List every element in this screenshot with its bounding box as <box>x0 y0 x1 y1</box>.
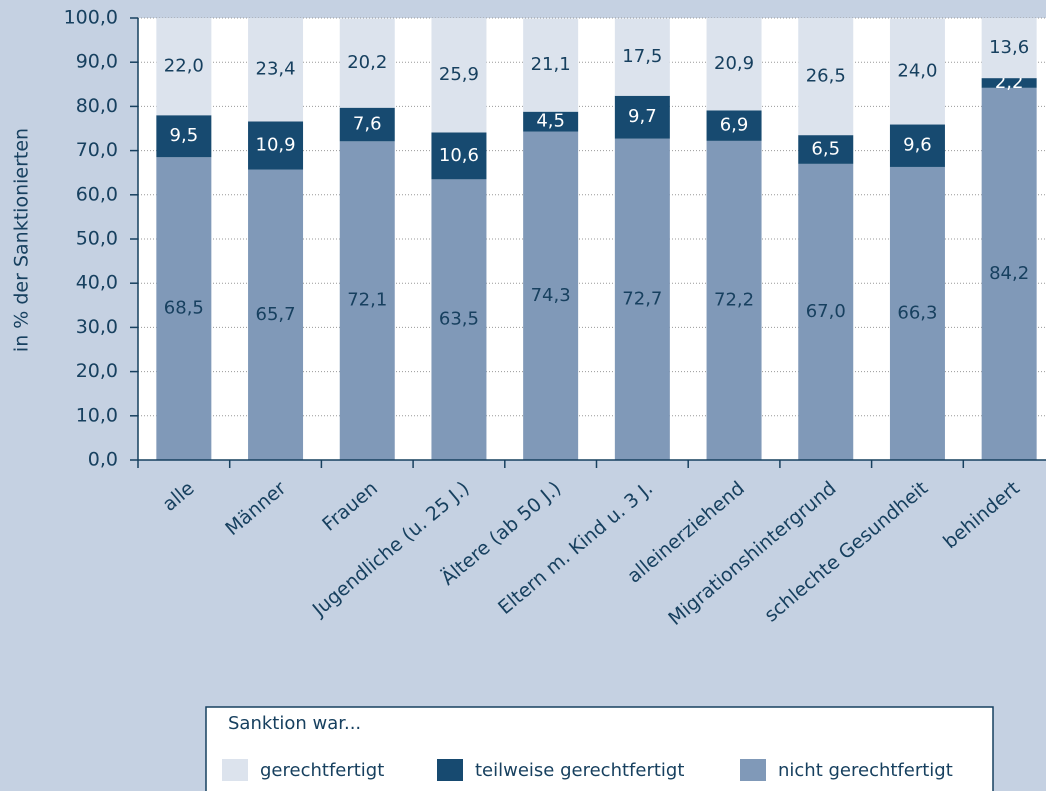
legend-label: gerechtfertigt <box>260 760 384 781</box>
data-label: 23,4 <box>256 59 296 80</box>
bar-segment <box>798 135 854 164</box>
legend-swatch <box>437 759 463 781</box>
bar-segment <box>614 95 670 139</box>
bar-segment <box>431 18 487 133</box>
data-label: 65,7 <box>256 304 296 325</box>
legend-swatch <box>740 759 766 781</box>
legend-label: teilweise gerechtfertigt <box>475 760 684 781</box>
legend-swatch <box>222 759 248 781</box>
data-label: 25,9 <box>439 64 479 85</box>
y-tick-label: 0,0 <box>88 449 118 471</box>
data-label: 4,5 <box>536 111 565 132</box>
y-tick-label: 30,0 <box>76 316 118 338</box>
legend <box>205 706 994 791</box>
data-label: 10,9 <box>256 135 296 156</box>
bar-segment <box>523 18 579 112</box>
y-tick-label: 10,0 <box>76 404 118 426</box>
data-label: 6,9 <box>720 115 749 136</box>
bar-segment <box>339 141 395 460</box>
bar-segment <box>981 18 1037 79</box>
legend-label: nicht gerechtfertigt <box>778 760 953 781</box>
bar-segment <box>431 132 487 180</box>
bar-segment <box>156 157 212 461</box>
y-tick-label: 40,0 <box>76 272 118 294</box>
bar-segment <box>706 140 762 460</box>
data-label: 6,5 <box>811 138 840 159</box>
y-tick-label: 20,0 <box>76 360 118 382</box>
bar-segment <box>614 18 670 96</box>
bar-segment <box>248 169 304 460</box>
bar-segment <box>248 18 304 122</box>
y-tick-label: 80,0 <box>76 95 118 117</box>
bar-segment <box>523 131 579 460</box>
y-tick-label: 70,0 <box>76 139 118 161</box>
data-label: 17,5 <box>622 46 662 67</box>
data-label: 20,9 <box>714 53 754 74</box>
bar-segment <box>339 107 395 142</box>
legend-title: Sanktion war... <box>228 713 361 734</box>
bar-segment <box>981 78 1037 88</box>
bar-segment <box>614 138 670 460</box>
data-label: 72,1 <box>347 290 387 311</box>
data-label: 13,6 <box>989 37 1029 58</box>
data-label: 66,3 <box>897 302 937 323</box>
data-label: 68,5 <box>164 298 204 319</box>
bar-segment <box>339 18 395 108</box>
data-label: 24,0 <box>897 60 937 81</box>
data-label: 84,2 <box>989 263 1029 284</box>
data-label: 7,6 <box>353 114 382 135</box>
bar-segment <box>156 18 212 116</box>
y-tick-label: 100,0 <box>64 7 118 29</box>
bar-segment <box>706 18 762 111</box>
data-label: 72,7 <box>622 288 662 309</box>
bar-segment <box>889 166 945 461</box>
bar-segment <box>248 121 304 170</box>
data-label: 9,6 <box>903 135 932 156</box>
data-label: 20,2 <box>347 52 387 73</box>
data-label: 72,2 <box>714 289 754 310</box>
y-tick-label: 50,0 <box>76 228 118 250</box>
data-label: 22,0 <box>164 56 204 77</box>
data-label: 67,0 <box>806 301 846 322</box>
data-label: 10,6 <box>439 145 479 166</box>
bar-segment <box>798 18 854 136</box>
data-label: 26,5 <box>806 66 846 87</box>
bar-segment <box>798 163 854 461</box>
y-tick-label: 60,0 <box>76 183 118 205</box>
data-label: 63,5 <box>439 309 479 330</box>
y-axis-label: in % der Sanktionierten <box>11 128 33 352</box>
bar-segment <box>156 115 212 158</box>
data-label: 74,3 <box>531 285 571 306</box>
bar-segment <box>523 111 579 132</box>
bar-segment <box>889 18 945 125</box>
bar-segment <box>889 124 945 167</box>
bar-segment <box>706 110 762 141</box>
bar-segment <box>431 179 487 460</box>
data-label: 9,7 <box>628 106 657 127</box>
data-label: 9,5 <box>170 125 199 146</box>
y-tick-label: 90,0 <box>76 51 118 73</box>
data-label: 21,1 <box>531 54 571 75</box>
bar-segment <box>981 87 1037 460</box>
